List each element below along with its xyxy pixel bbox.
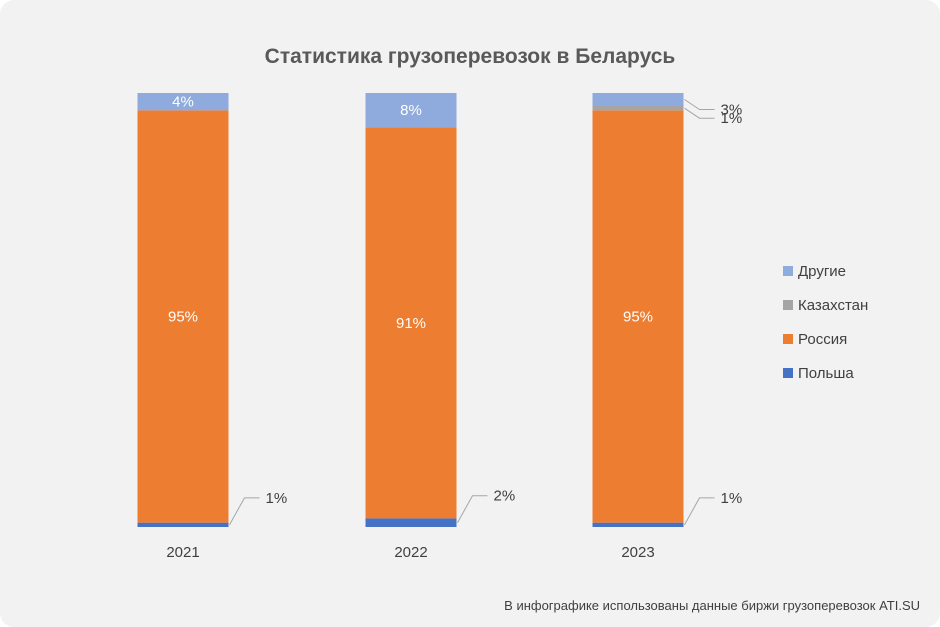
- data-label-2022-series-1: 91%: [396, 315, 426, 332]
- leader-line-2022-series-0: [457, 495, 488, 523]
- bars-group: [137, 93, 684, 527]
- legend-label-0: Другие: [798, 263, 846, 280]
- legend-swatch-1: [783, 300, 793, 310]
- leader-line-2023-series-3: [684, 99, 715, 111]
- legend-swatch-3: [783, 368, 793, 378]
- data-label-2023-series-0: 1%: [721, 490, 743, 507]
- data-label-2022-series-3: 8%: [400, 102, 422, 119]
- legend-label-3: Польша: [798, 365, 854, 382]
- bar-2021-series-0: [137, 522, 229, 527]
- data-label-2023-series-3: 3%: [721, 102, 743, 119]
- legend-swatch-0: [783, 266, 793, 276]
- legend-label-2: Россия: [798, 331, 847, 348]
- x-axis-ticks: 2021 2022 2023: [166, 544, 654, 561]
- bar-2023-series-1: [592, 110, 684, 523]
- data-label-2021-series-1: 95%: [168, 309, 198, 326]
- x-tick-2023: 2023: [621, 544, 654, 561]
- bar-2023-series-0: [592, 522, 684, 527]
- bar-2022-series-3: [365, 93, 457, 128]
- leader-line-2023-series-0: [684, 497, 715, 526]
- data-label-2021-series-0: 1%: [266, 490, 288, 507]
- leader-line-2021-series-0: [229, 497, 260, 526]
- bar-2021-series-3: [137, 93, 229, 111]
- legend-swatch-2: [783, 334, 793, 344]
- data-labels-group: 1%95%4%2%91%8%1%95%1%3%: [168, 94, 743, 526]
- footer-note: В инфографике использованы данные биржи …: [504, 598, 920, 613]
- bar-2021-series-1: [137, 110, 229, 523]
- chart-title: Статистика грузоперевозок в Беларусь: [265, 45, 676, 68]
- x-tick-2022: 2022: [394, 544, 427, 561]
- data-label-2022-series-0: 2%: [494, 488, 516, 505]
- bar-2023-series-2: [592, 106, 684, 111]
- leader-line-2023-series-2: [684, 107, 715, 119]
- legend: Другие Казахстан Россия Польша: [783, 263, 868, 382]
- bar-2022-series-0: [365, 518, 457, 527]
- data-label-2023-series-2: 1%: [721, 110, 743, 127]
- bar-2022-series-1: [365, 127, 457, 519]
- bar-2023-series-3: [592, 93, 684, 107]
- data-label-2023-series-1: 95%: [623, 309, 653, 326]
- legend-label-1: Казахстан: [798, 297, 868, 314]
- x-tick-2021: 2021: [166, 544, 199, 561]
- data-label-2021-series-3: 4%: [172, 94, 194, 111]
